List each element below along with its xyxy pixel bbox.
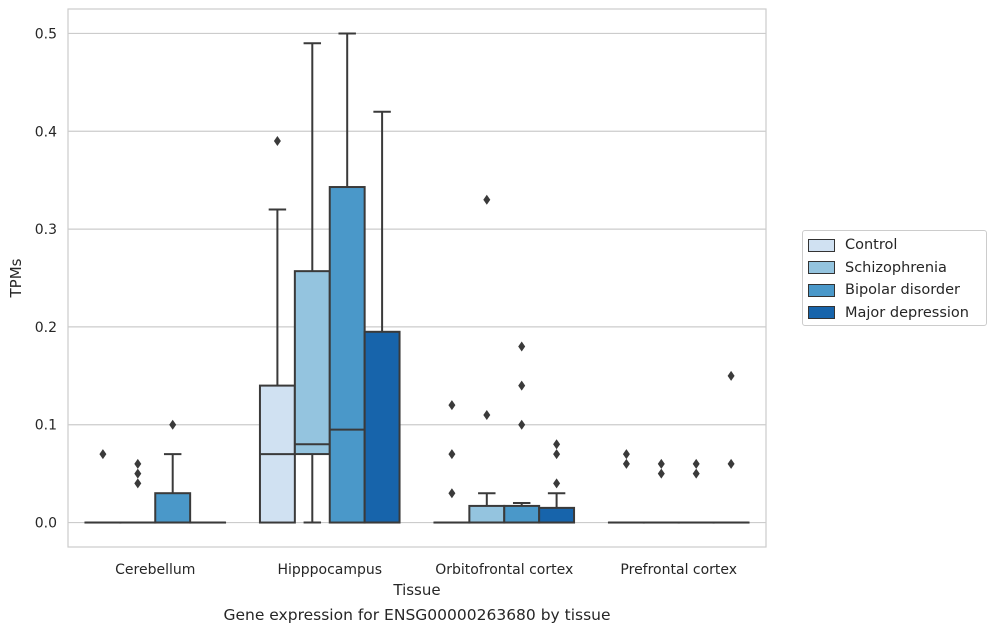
legend-item-bipolar-disorder: Bipolar disorder (808, 279, 960, 301)
boxes (84, 32, 750, 524)
outlier-point (134, 458, 142, 469)
legend-swatch-control (808, 238, 835, 252)
y-tick-labels: 0.0 0.1 0.2 0.3 0.4 0.5 (35, 26, 57, 531)
outlier-point (622, 449, 630, 460)
outlier-point (657, 458, 665, 469)
outlier-point (657, 468, 665, 479)
outlier-point (483, 194, 491, 205)
legend-item-major-depression: Major depression (808, 302, 969, 324)
outlier-point (518, 380, 526, 391)
legend-label: Control (845, 237, 898, 253)
legend-item-schizophrenia: Schizophrenia (808, 257, 947, 279)
x-tick-label: Cerebellum (115, 562, 195, 578)
legend-label: Bipolar disorder (845, 282, 960, 298)
outlier-point (134, 478, 142, 489)
box-body (328, 186, 366, 524)
outlier-point (692, 458, 700, 469)
legend-swatch-schizophrenia (808, 261, 835, 274)
outlier-point (169, 419, 177, 430)
outlier-point (518, 419, 526, 430)
outlier-point (727, 458, 735, 469)
box-bipolar-disorder (503, 341, 541, 524)
y-tick-label: 0.2 (35, 320, 57, 336)
outlier-point (692, 468, 700, 479)
legend: Control Schizophrenia Bipolar disorder M… (802, 230, 987, 326)
plot-area (67, 8, 767, 548)
legend-swatch-major-depression (808, 306, 835, 319)
outlier-point (518, 341, 526, 352)
outlier-point (448, 449, 456, 460)
box-bipolar-disorder (677, 458, 715, 524)
y-tick-label: 0.0 (35, 516, 57, 532)
outlier-point (483, 409, 491, 420)
box-schizophrenia (293, 42, 331, 524)
x-tick-label: Orbitofrontal cortex (435, 562, 573, 578)
legend-item-control: Control (808, 234, 897, 256)
box-body (503, 504, 541, 524)
outlier-point (622, 458, 630, 469)
outlier-point (553, 478, 561, 489)
x-tick-labels: Cerebellum Hipppocampus Orbitofrontal cort… (115, 562, 737, 578)
box-body (538, 506, 576, 524)
box-bipolar-disorder (154, 419, 192, 524)
chart-caption: Gene expression for ENSG00000263680 by t… (223, 606, 611, 624)
box-control (84, 449, 122, 524)
outlier-point (134, 468, 142, 479)
box-major-depression (363, 110, 401, 524)
y-axis-label: TPMs (7, 258, 25, 298)
x-tick-label: Prefrontal cortex (620, 562, 737, 578)
box-body (468, 504, 506, 524)
outlier-point (99, 449, 107, 460)
x-axis-label: Tissue (392, 581, 440, 599)
legend-swatch-bipolar-disorder (808, 283, 835, 297)
y-tick-label: 0.3 (35, 222, 57, 238)
outlier-point (553, 439, 561, 450)
box-body (293, 270, 331, 456)
legend-label: Major depression (845, 304, 969, 321)
outlier-point (727, 370, 735, 381)
box-control (433, 400, 471, 524)
box-body (363, 330, 401, 524)
box-body (154, 492, 192, 524)
y-tick-label: 0.1 (35, 418, 57, 434)
box-major-depression (538, 439, 576, 524)
legend-label: Schizophrenia (845, 259, 947, 276)
y-tick-label: 0.5 (35, 26, 57, 42)
outlier-point (553, 449, 561, 460)
x-tick-label: Hipppocampus (277, 562, 382, 578)
outlier-point (273, 136, 281, 147)
outlier-point (448, 400, 456, 411)
outlier-point (448, 488, 456, 499)
box-major-depression (712, 370, 750, 524)
y-tick-label: 0.4 (35, 124, 57, 140)
